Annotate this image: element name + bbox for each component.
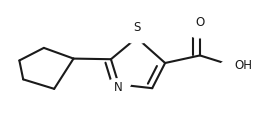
Text: OH: OH bbox=[235, 59, 253, 72]
Circle shape bbox=[125, 32, 148, 43]
Circle shape bbox=[188, 26, 212, 38]
Circle shape bbox=[107, 79, 130, 90]
Text: N: N bbox=[114, 81, 123, 94]
Circle shape bbox=[221, 60, 244, 71]
Text: S: S bbox=[133, 21, 140, 34]
Text: O: O bbox=[195, 16, 205, 29]
